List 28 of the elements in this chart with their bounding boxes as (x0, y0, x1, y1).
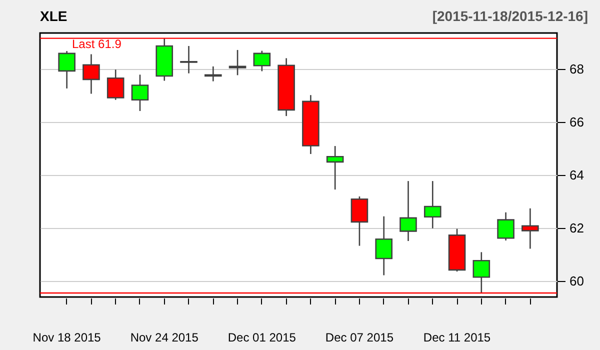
y-tick-label: 62 (570, 220, 584, 236)
x-tick-label: Nov 18 2015 (32, 330, 102, 344)
y-tick-label: 60 (570, 274, 584, 289)
x-tick-label: Dec 07 2015 (325, 330, 394, 344)
candlestick (424, 180, 442, 229)
candlestick (326, 145, 344, 190)
chart-subtitle: [2015-11-18/2015-12-16] (432, 8, 588, 24)
x-tick-label: Nov 24 2015 (130, 330, 199, 344)
chart-title: XLE (40, 8, 68, 24)
candlestick (228, 49, 246, 76)
candlestick (375, 216, 393, 276)
candlestick (472, 252, 490, 294)
candlestick (106, 68, 124, 101)
candlestick (82, 54, 100, 94)
candlestick (350, 196, 368, 246)
candlestick (253, 50, 271, 72)
candlestick (58, 50, 76, 90)
y-tick-label: 64 (570, 167, 584, 182)
candlestick (180, 45, 198, 74)
candlestick (497, 212, 514, 242)
candlestick (522, 208, 539, 250)
y-tick-label: 68 (570, 61, 584, 76)
candlestick (131, 74, 149, 112)
x-tick-label: Dec 01 2015 (228, 330, 296, 344)
candlestick (400, 180, 417, 242)
x-tick-label: Dec 11 2015 (423, 330, 491, 344)
y-tick-label: 66 (570, 114, 584, 130)
annotation: Last 61.9 (72, 37, 122, 51)
